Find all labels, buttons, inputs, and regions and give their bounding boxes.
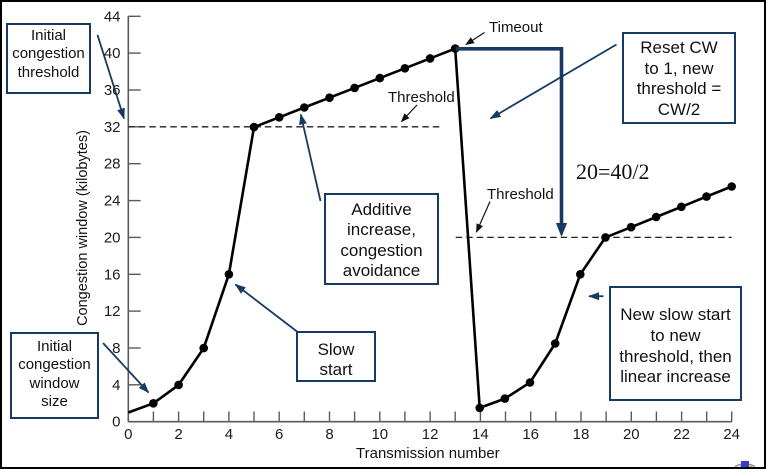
svg-text:20: 20 xyxy=(623,426,640,443)
svg-text:8: 8 xyxy=(325,426,333,443)
svg-text:20: 20 xyxy=(104,229,121,246)
svg-text:0: 0 xyxy=(124,426,132,443)
svg-text:40: 40 xyxy=(104,45,121,62)
svg-text:16: 16 xyxy=(522,426,539,443)
svg-text:4: 4 xyxy=(225,426,233,443)
svg-text:8: 8 xyxy=(112,340,120,357)
svg-text:10: 10 xyxy=(371,426,388,443)
svg-text:0: 0 xyxy=(112,414,120,431)
svg-text:2: 2 xyxy=(174,426,182,443)
svg-text:12: 12 xyxy=(422,426,439,443)
svg-text:12: 12 xyxy=(104,303,121,320)
svg-text:32: 32 xyxy=(104,119,121,136)
svg-text:18: 18 xyxy=(573,426,590,443)
svg-text:4: 4 xyxy=(112,377,120,394)
svg-text:6: 6 xyxy=(275,426,283,443)
svg-text:36: 36 xyxy=(104,82,121,99)
svg-text:24: 24 xyxy=(723,426,740,443)
svg-text:16: 16 xyxy=(104,266,121,283)
svg-text:14: 14 xyxy=(472,426,489,443)
svg-text:44: 44 xyxy=(104,8,121,25)
svg-text:28: 28 xyxy=(104,156,121,173)
svg-text:22: 22 xyxy=(673,426,690,443)
svg-text:24: 24 xyxy=(104,193,121,210)
